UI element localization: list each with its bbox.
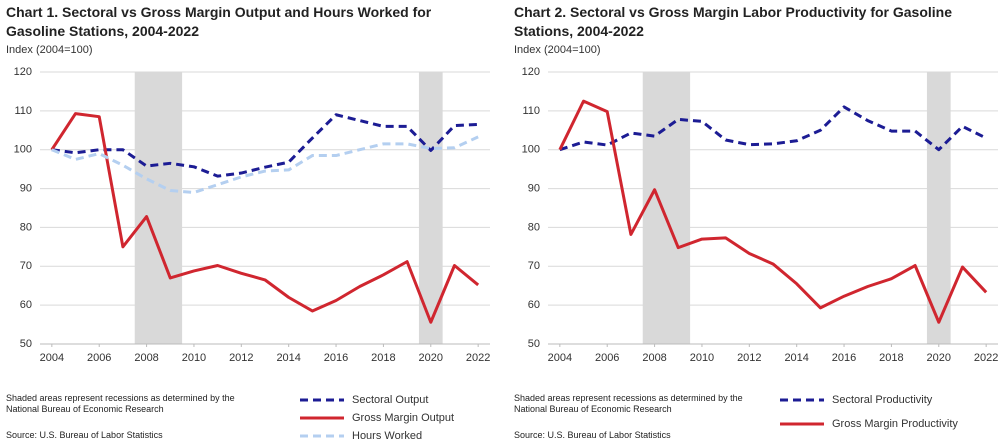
line-series — [51, 113, 479, 178]
x-tick-label: 2020 — [927, 352, 951, 364]
chart-title: Chart 2. Sectoral vs Gross Margin Labor … — [514, 4, 952, 39]
recession-shade — [418, 72, 443, 344]
x-tick-label: 2004 — [548, 352, 572, 364]
recession-shade — [926, 72, 951, 344]
y-tick-label: 100 — [522, 144, 540, 156]
y-tick-label: 70 — [20, 260, 32, 272]
y-tick-label: 70 — [528, 260, 540, 272]
x-tick-label: 2008 — [642, 352, 666, 364]
y-tick-label: 50 — [20, 338, 32, 350]
x-tick-label: 2006 — [87, 352, 111, 364]
y-tick-label: 90 — [528, 182, 540, 194]
note: Shaded areas represent recessions as det… — [514, 393, 743, 414]
legend-label: Gross Margin Output — [352, 412, 454, 424]
chart: Index (2004=100) 50 60 70 80 90 100 110 120 2004 2… — [514, 44, 998, 430]
note: Shaded areas represent recessions as det… — [6, 393, 235, 414]
x-tick-label: 2004 — [40, 352, 64, 364]
y-tick-label: 110 — [14, 105, 32, 117]
y-tick-label: 80 — [528, 221, 540, 233]
x-tick-label: 2016 — [832, 352, 856, 364]
x-tick-label: 2016 — [324, 352, 348, 364]
y-tick-label: 100 — [14, 144, 32, 156]
x-tick-label: 2008 — [134, 352, 158, 364]
chart-panel: Index (2004=100) 50 60 70 80 90 100 110 120 2004 2… — [508, 0, 1000, 448]
line-series — [51, 135, 479, 194]
y-tick-label: 90 — [20, 182, 32, 194]
chart: Index (2004=100) 50 60 70 80 90 100 110 120 2004 2… — [6, 44, 490, 442]
y-tick-label: 60 — [20, 299, 32, 311]
line-series — [50, 112, 480, 324]
y-tick-label: 80 — [20, 221, 32, 233]
x-tick-label: 2012 — [229, 352, 253, 364]
x-tick-label: 2022 — [974, 352, 998, 364]
line-series — [558, 99, 988, 324]
y-tick-label: 50 — [528, 338, 540, 350]
recession-shade — [642, 72, 691, 344]
x-tick-label: 2010 — [182, 352, 206, 364]
source: Source: U.S. Bureau of Labor Statistics — [514, 430, 671, 440]
x-tick-label: 2014 — [784, 352, 808, 364]
x-tick-label: 2018 — [371, 352, 395, 364]
y-axis-label: Index (2004=100) — [6, 44, 93, 56]
x-tick-label: 2006 — [595, 352, 619, 364]
x-tick-label: 2012 — [737, 352, 761, 364]
chart-title: Chart 1. Sectoral vs Gross Margin Output… — [6, 4, 432, 39]
chart-panel: Index (2004=100) 50 60 70 80 90 100 110 120 2004 2… — [6, 4, 490, 442]
legend-label: Hours Worked — [352, 430, 422, 442]
line-series — [559, 105, 987, 152]
y-axis-label: Index (2004=100) — [514, 44, 601, 56]
recession-shade — [134, 72, 183, 344]
y-tick-label: 120 — [522, 66, 540, 78]
x-tick-label: 2010 — [690, 352, 714, 364]
y-tick-label: 60 — [528, 299, 540, 311]
x-tick-label: 2014 — [276, 352, 300, 364]
x-tick-label: 2018 — [879, 352, 903, 364]
x-tick-label: 2022 — [466, 352, 490, 364]
x-tick-label: 2020 — [419, 352, 443, 364]
y-tick-label: 110 — [522, 105, 540, 117]
legend-label: Sectoral Output — [352, 394, 428, 406]
legend-label: Sectoral Productivity — [832, 394, 933, 406]
source: Source: U.S. Bureau of Labor Statistics — [6, 430, 163, 440]
y-tick-label: 120 — [14, 66, 32, 78]
legend-label: Gross Margin Productivity — [832, 418, 958, 430]
